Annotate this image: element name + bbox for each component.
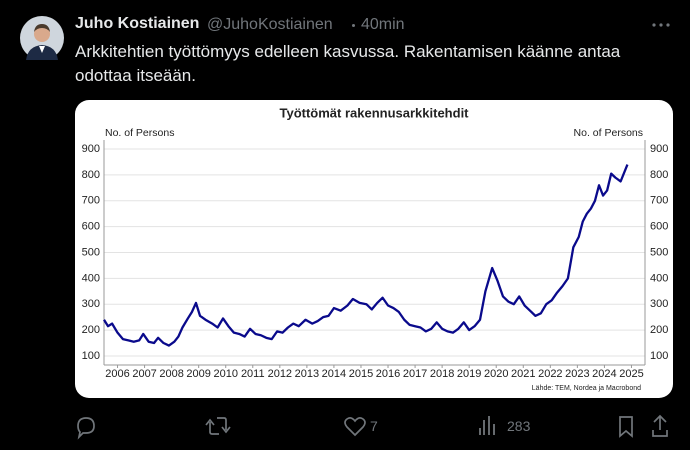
- reply-button[interactable]: [77, 417, 95, 440]
- y2-tick-label: 300: [650, 298, 668, 310]
- y2-tick-label: 200: [650, 324, 668, 336]
- chart: Työttömät rakennusarkkitehdit No. of Per…: [82, 105, 669, 392]
- y-tick-label: 900: [82, 143, 100, 155]
- chart-card[interactable]: Työttömät rakennusarkkitehdit No. of Per…: [75, 100, 673, 398]
- like-count: 7: [370, 418, 378, 434]
- tweet-text: Arkkitehtien työttömyys edelleen kasvuss…: [75, 42, 621, 85]
- x-tick-label: 2014: [322, 368, 346, 380]
- y-tick-label: 200: [82, 324, 100, 336]
- like-button[interactable]: [344, 417, 366, 437]
- y2-tick-label: 500: [650, 246, 668, 258]
- x-tick-label: 2006: [105, 368, 129, 380]
- y-tick-label: 600: [82, 221, 100, 233]
- y2-axis-label: No. of Persons: [574, 127, 643, 139]
- y-tick-label: 100: [82, 350, 100, 362]
- y-axis-label: No. of Persons: [105, 127, 174, 139]
- view-count: 283: [507, 418, 531, 434]
- more-button[interactable]: [650, 18, 672, 32]
- y-tick-label: 500: [82, 246, 100, 258]
- x-tick-label: 2013: [295, 368, 319, 380]
- x-tick-label: 2010: [213, 368, 237, 380]
- x-tick-label: 2011: [241, 368, 265, 380]
- x-tick-label: 2021: [511, 368, 535, 380]
- x-tick-label: 2009: [186, 368, 210, 380]
- y2-tick-label: 400: [650, 272, 668, 284]
- y-tick-label: 700: [82, 195, 100, 207]
- x-tick-label: 2015: [349, 368, 373, 380]
- x-tick-label: 2019: [457, 368, 481, 380]
- x-tick-label: 2018: [430, 368, 454, 380]
- chart-title: Työttömät rakennusarkkitehdit: [279, 105, 469, 120]
- source-note: Lähde: TEM, Nordea ja Macrobond: [532, 385, 641, 392]
- separator-dot: [352, 24, 355, 27]
- author-name[interactable]: Juho Kostiainen: [75, 15, 200, 32]
- y2-tick-label: 800: [650, 169, 668, 181]
- data-line: [103, 164, 629, 347]
- x-tick-label: 2024: [592, 368, 616, 380]
- x-tick-label: 2017: [403, 368, 427, 380]
- x-tick-label: 2022: [538, 368, 562, 380]
- x-tick-label: 2023: [565, 368, 589, 380]
- y2-tick-label: 100: [650, 350, 668, 362]
- y2-tick-label: 600: [650, 221, 668, 233]
- x-tick-label: 2012: [268, 368, 292, 380]
- views-button[interactable]: [479, 416, 495, 435]
- x-tick-label: 2025: [619, 368, 643, 380]
- x-tick-label: 2007: [132, 368, 156, 380]
- author-handle[interactable]: @JuhoKostiainen: [207, 16, 333, 33]
- y-tick-label: 400: [82, 272, 100, 284]
- post-time[interactable]: 40min: [361, 16, 405, 33]
- y2-tick-label: 700: [650, 195, 668, 207]
- y-tick-label: 800: [82, 169, 100, 181]
- x-tick-label: 2016: [376, 368, 400, 380]
- y2-tick-label: 900: [650, 143, 668, 155]
- bookmark-button[interactable]: [619, 416, 633, 438]
- x-tick-label: 2008: [159, 368, 183, 380]
- share-button[interactable]: [652, 414, 668, 437]
- y-tick-label: 300: [82, 298, 100, 310]
- avatar[interactable]: [20, 16, 64, 60]
- x-tick-label: 2020: [484, 368, 508, 380]
- repost-button[interactable]: [205, 417, 231, 435]
- action-bar: [77, 414, 668, 440]
